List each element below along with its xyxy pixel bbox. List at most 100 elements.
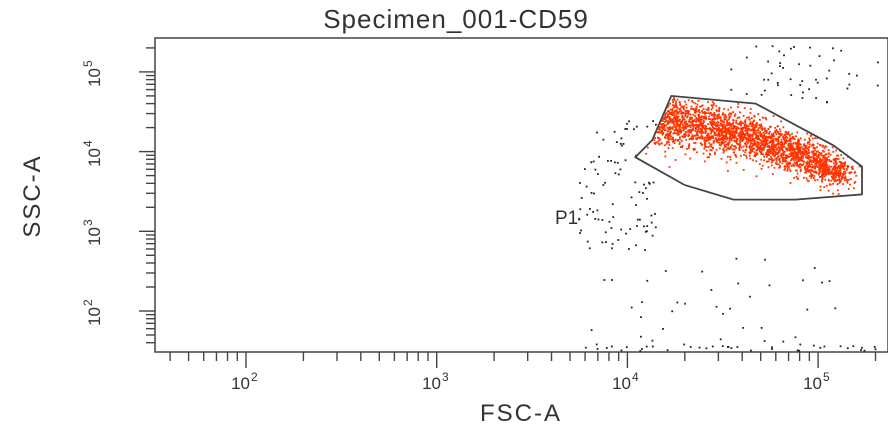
event-dot-gated (722, 112, 724, 115)
event-dot-gated (828, 165, 831, 168)
event-dot-gated (739, 121, 741, 124)
event-dot-gated (834, 168, 837, 171)
event-dot-ungated (646, 230, 648, 233)
event-dot-gated (792, 154, 795, 157)
event-dot-gated (702, 126, 705, 129)
event-dot-gated (799, 166, 802, 169)
event-dot-gated (846, 180, 849, 182)
event-dot-gated (733, 127, 736, 129)
event-dot-gated (658, 127, 661, 129)
event-dot-gated (838, 173, 841, 175)
event-dot-gated (666, 140, 668, 143)
event-dot-gated (706, 137, 709, 140)
event-dot-ungated (839, 345, 842, 348)
event-dot-gated (823, 170, 825, 173)
event-dot-gated (686, 147, 688, 150)
event-dot-gated (734, 125, 736, 128)
event-dot-gated (761, 164, 764, 167)
event-dot-gated (703, 160, 706, 163)
event-dot-gated (833, 180, 836, 183)
event-dot-gated (791, 136, 794, 138)
event-dot-gated (761, 142, 764, 145)
event-dot-gated (832, 158, 835, 161)
event-dot-gated (737, 106, 739, 108)
event-dot-gated (661, 129, 663, 132)
event-dot-gated (800, 158, 803, 160)
event-dot-gated (691, 120, 694, 122)
event-dot-gated (801, 148, 804, 151)
event-dot-gated (714, 127, 717, 130)
event-dot-gated (800, 146, 803, 149)
event-dot-gated (663, 121, 666, 123)
event-dot-gated (849, 171, 852, 174)
event-dot-gated (796, 146, 799, 148)
event-dot-gated (795, 135, 797, 138)
event-dot-gated (759, 151, 762, 154)
gate-p1[interactable] (633, 94, 863, 201)
event-dot-gated (684, 112, 687, 115)
event-dot-gated (749, 140, 751, 142)
event-dot-gated (738, 147, 741, 149)
event-dot-gated (718, 126, 720, 129)
event-dot-gated (846, 181, 849, 184)
event-dot-gated (690, 120, 692, 123)
event-dot-gated (672, 107, 675, 109)
event-dot-gated (839, 174, 841, 177)
event-dot-gated (674, 129, 677, 132)
event-dot-gated (756, 137, 758, 139)
event-dot-gated (764, 135, 767, 138)
svg-text:3: 3 (81, 219, 95, 226)
event-dot-gated (789, 148, 792, 150)
event-dot-gated (771, 135, 774, 138)
event-dot-gated (783, 150, 786, 153)
event-dot-gated (811, 169, 814, 172)
event-dot-gated (679, 123, 681, 126)
event-dot-gated (839, 171, 842, 174)
event-dot-gated (706, 156, 709, 159)
event-dot-gated (765, 136, 768, 138)
event-dot-gated (792, 163, 795, 166)
event-dot-gated (828, 158, 831, 161)
event-dot-gated (779, 147, 781, 149)
event-dot-gated (819, 167, 822, 170)
event-dot-gated (835, 167, 838, 170)
event-dot-gated (670, 138, 673, 141)
event-dot-ungated (579, 232, 581, 234)
event-dot-gated (823, 175, 826, 178)
event-dot-ungated (614, 172, 617, 175)
event-dot-gated (827, 152, 830, 155)
event-dot-ungated (650, 214, 653, 217)
event-dot-gated (737, 127, 739, 130)
event-dot-gated (677, 139, 679, 141)
event-dot-gated (678, 127, 681, 130)
event-dot-gated (822, 163, 825, 166)
event-dot-gated (723, 127, 725, 130)
event-dot-ungated (860, 349, 862, 351)
event-dot-gated (816, 146, 818, 149)
event-dot-gated (823, 147, 826, 149)
event-dot-gated (707, 138, 710, 141)
event-dot-gated (808, 154, 810, 157)
event-dot-gated (724, 118, 727, 120)
event-dot-gated (682, 136, 685, 139)
event-dot-gated (808, 137, 811, 140)
event-dot-gated (831, 175, 834, 178)
event-dot-gated (818, 153, 821, 156)
event-dot-gated (806, 163, 809, 166)
event-dot-gated (769, 135, 772, 138)
event-dot-gated (732, 130, 735, 133)
event-dot-ungated (802, 279, 804, 282)
event-dot-gated (704, 129, 707, 131)
event-dot-gated (832, 173, 835, 176)
event-dot-ungated (628, 248, 630, 250)
event-dot-gated (792, 142, 795, 144)
event-dot-gated (716, 134, 719, 137)
event-dot-gated (807, 141, 809, 144)
event-dot-ungated (652, 181, 655, 184)
event-dot-gated (825, 170, 828, 172)
event-dot-gated (741, 130, 744, 132)
event-dot-gated (681, 126, 683, 129)
event-dot-gated (669, 135, 672, 138)
event-dot-gated (758, 163, 761, 166)
event-dot-gated (770, 146, 773, 148)
